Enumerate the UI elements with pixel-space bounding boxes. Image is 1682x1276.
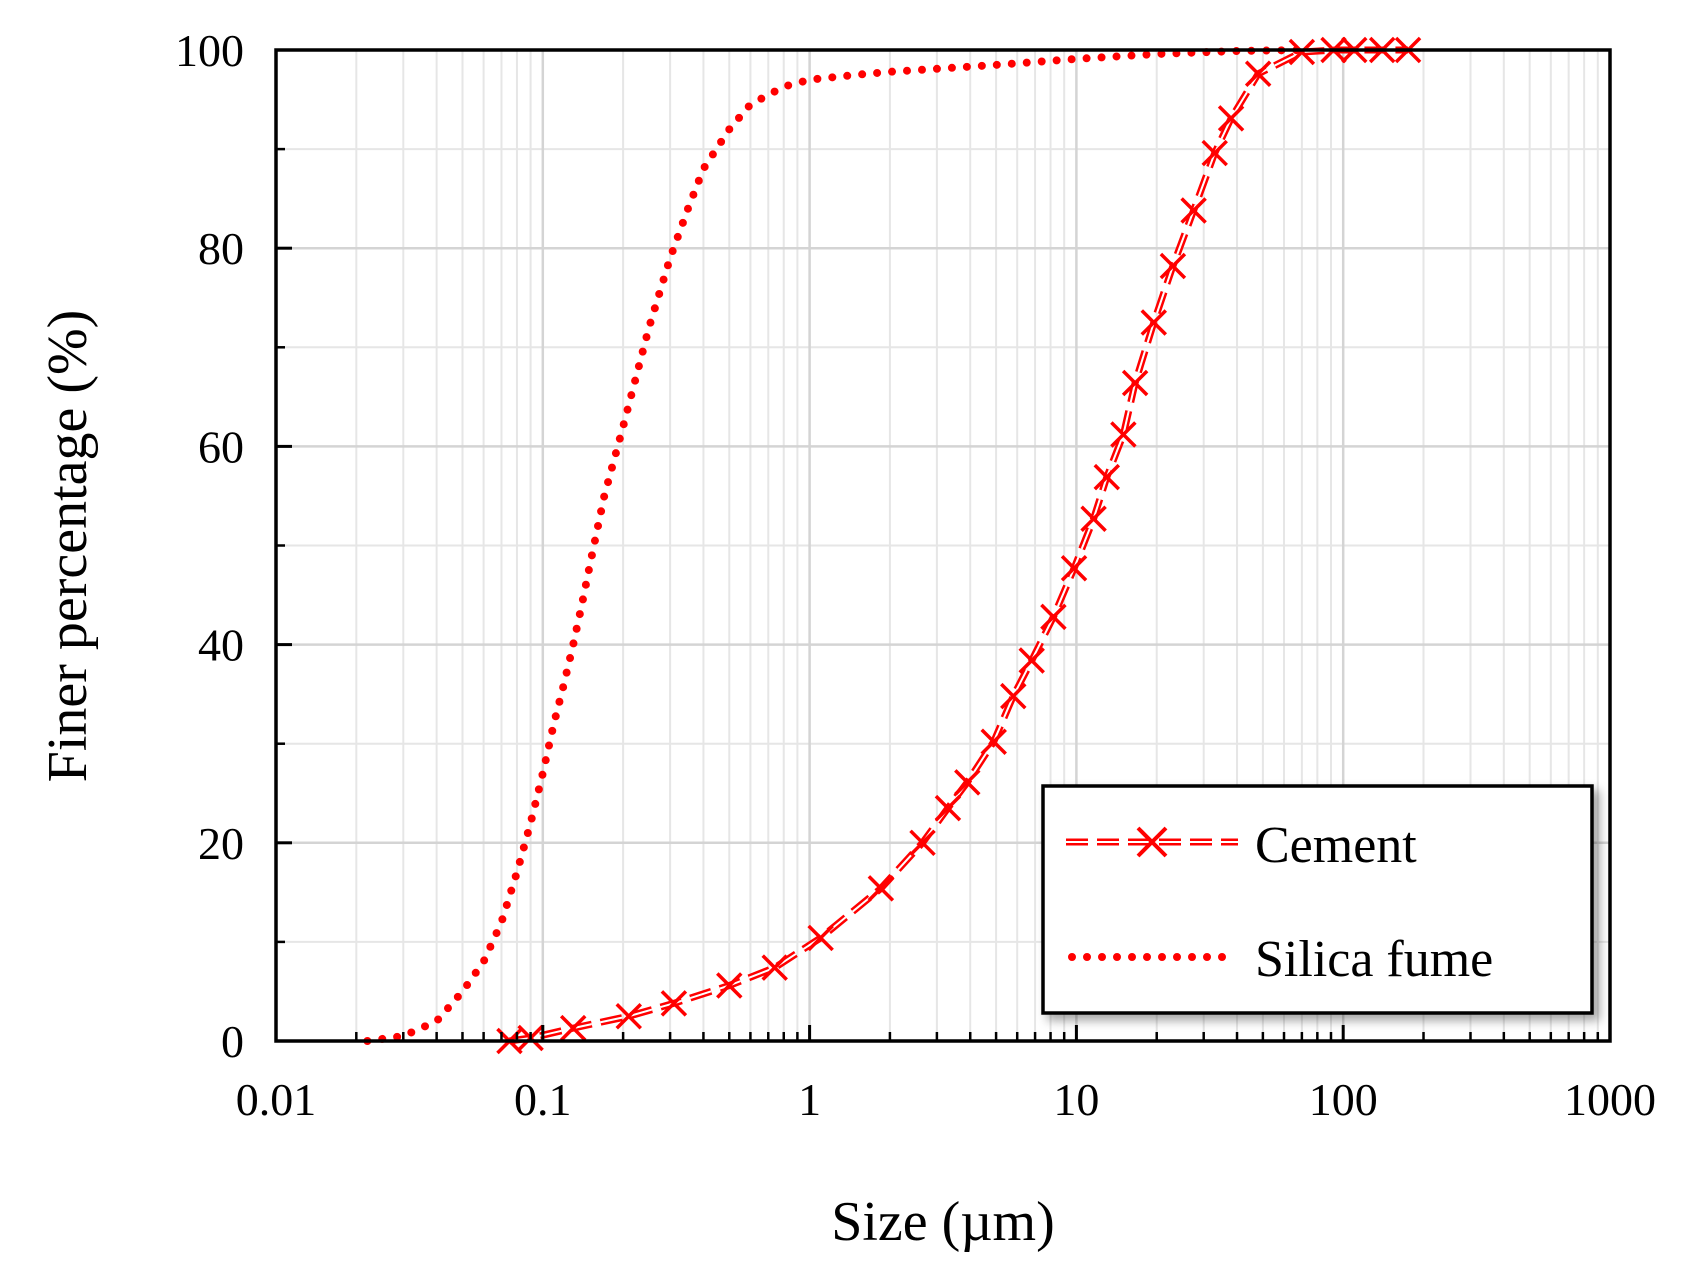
cement-marker	[660, 990, 688, 1017]
x-axis-title: Size (µm)	[831, 1191, 1055, 1253]
cement-marker	[761, 954, 788, 981]
y-tick-label: 40	[198, 620, 244, 671]
cement-marker	[1140, 309, 1168, 336]
cement-marker	[1244, 60, 1272, 88]
legend-label-silica-fume: Silica fume	[1255, 931, 1493, 988]
x-tick-label: 0.01	[236, 1074, 317, 1125]
cement-marker	[1217, 105, 1245, 132]
cement-marker	[1180, 197, 1207, 224]
y-tick-label: 80	[198, 223, 244, 274]
legend-cement-marker	[1136, 826, 1168, 858]
legend-label-cement: Cement	[1255, 817, 1417, 874]
legend-box	[1041, 784, 1594, 1015]
major-grid	[276, 50, 1610, 1041]
y-axis-title: Finer percentage (%)	[37, 310, 99, 783]
cement-marker	[1288, 38, 1316, 66]
legend: Cement Silica fume	[1041, 784, 1594, 1015]
cement-marker	[1000, 682, 1027, 710]
y-tick-label: 20	[198, 818, 244, 869]
cement-marker	[1018, 647, 1045, 674]
cement-marker	[867, 875, 895, 902]
axis-ticks	[274, 48, 1612, 1043]
cement-marker	[1201, 139, 1228, 167]
cement-marker	[716, 972, 743, 999]
cement-marker	[1060, 555, 1088, 582]
cement-marker	[980, 728, 1007, 755]
y-tick-label: 0	[221, 1016, 244, 1067]
cement-marker	[807, 924, 834, 952]
series-cement	[496, 36, 1422, 1055]
series-layer	[363, 36, 1422, 1055]
x-tick-label: 10	[1053, 1074, 1099, 1125]
cement-marker	[954, 769, 981, 796]
y-tick-label: 60	[198, 421, 244, 472]
legend-cement-swatch	[1066, 826, 1238, 858]
x-tick-label: 1000	[1564, 1074, 1656, 1125]
y-tick-label: 100	[175, 25, 244, 76]
y-tick-labels: 0 20 40 60 80 100	[175, 25, 244, 1067]
series-silica-fume-line	[363, 46, 1306, 1045]
x-tick-labels: 0.01 0.1 1 10 100 1000	[236, 1074, 1656, 1125]
x-tick-label: 1	[798, 1074, 821, 1125]
series-cement-line-inner	[509, 49, 1408, 1042]
cement-marker	[1093, 463, 1121, 491]
cement-marker	[559, 1014, 587, 1042]
cement-marker	[1080, 505, 1107, 532]
cement-marker	[934, 794, 962, 822]
x-tick-label: 0.1	[514, 1074, 572, 1125]
cement-marker	[909, 829, 936, 857]
cement-marker	[1040, 603, 1067, 631]
x-tick-label: 100	[1309, 1074, 1378, 1125]
cement-marker	[1110, 421, 1137, 448]
cement-marker	[615, 1002, 643, 1030]
cement-marker	[1121, 369, 1149, 397]
cement-marker	[1159, 252, 1187, 280]
